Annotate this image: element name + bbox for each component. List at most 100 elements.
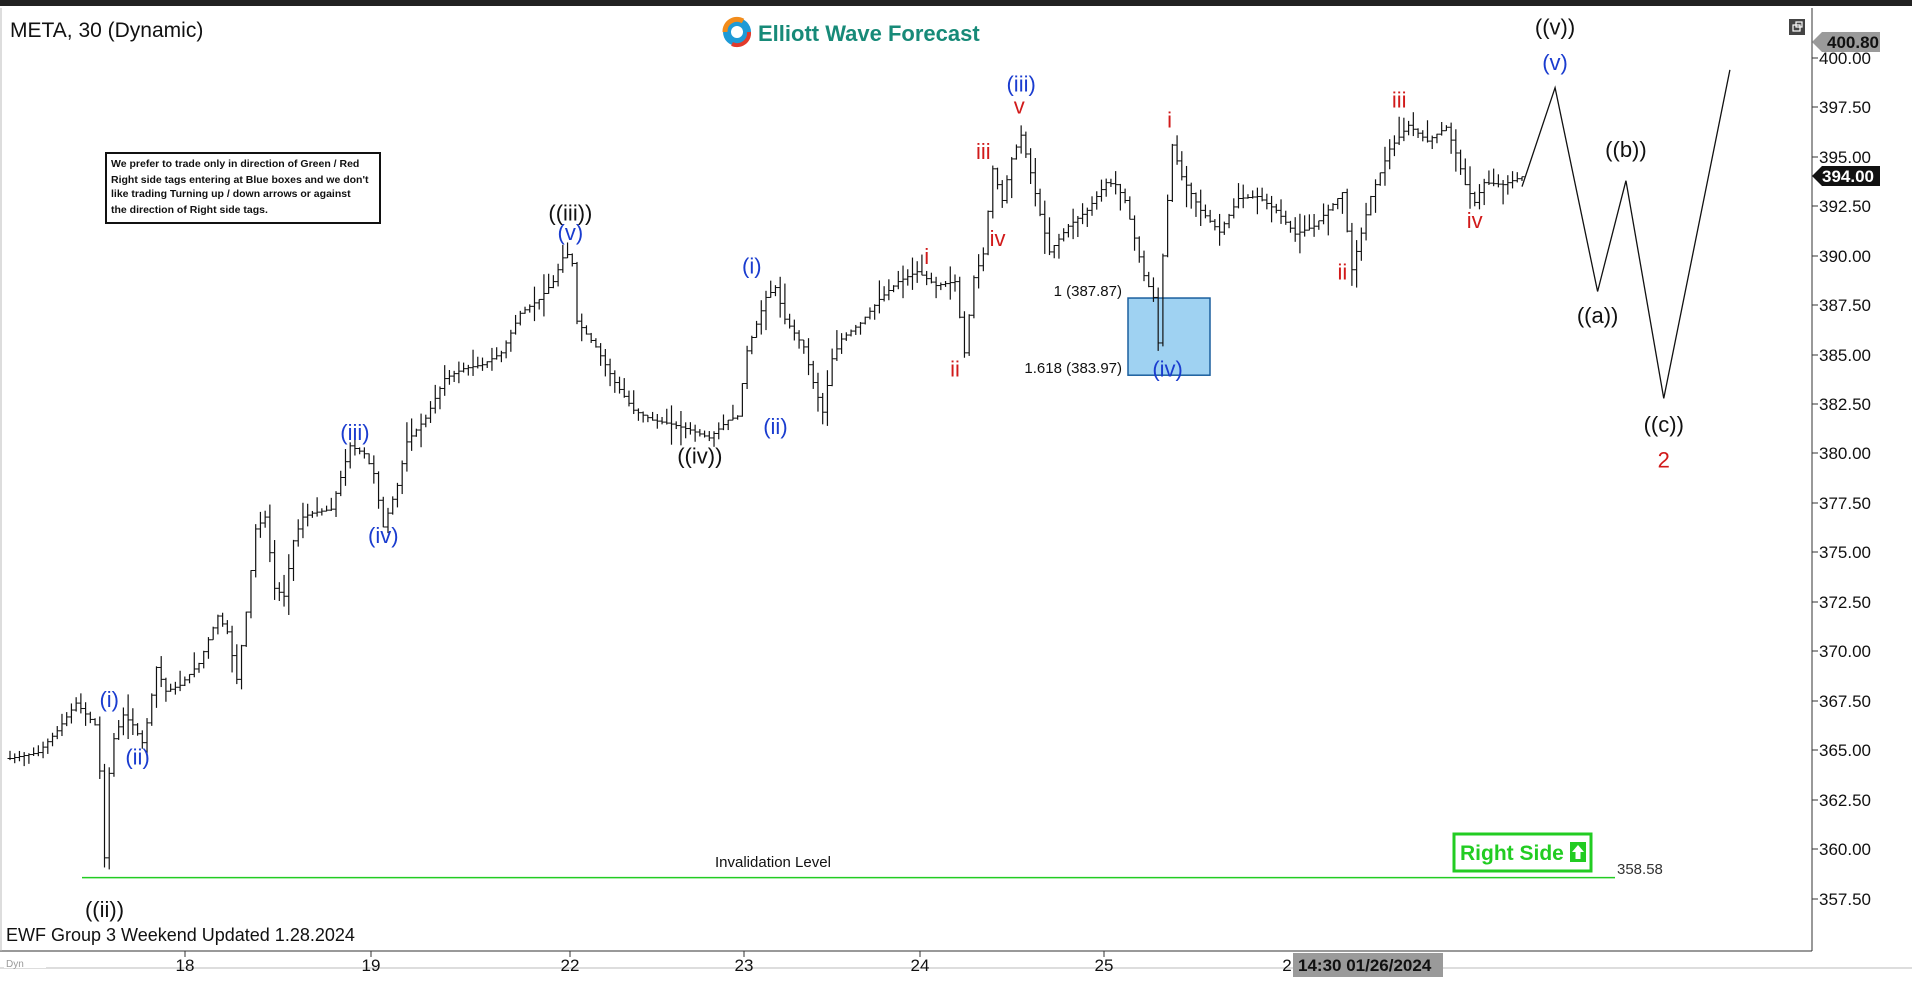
y-tick-372.5: 372.50 [1812,593,1871,612]
y-tick-label: 357.50 [1819,890,1871,909]
price-bar [319,508,325,516]
notice-line-2: Right side tags entering at Blue boxes a… [111,174,369,186]
price-bar [295,519,301,547]
price-bar [725,419,731,431]
logo-arc-red-icon [731,31,752,48]
wave-label: (iv) [368,523,399,548]
price-bar [848,329,854,337]
price-bar [1425,120,1430,143]
price-bar [716,422,722,440]
price-bar [933,276,939,299]
price-bar [432,384,438,414]
price-bar [569,253,575,267]
price-bar [1472,191,1478,207]
y-tick-label: 370.00 [1819,642,1871,661]
fib-1-label: 1 (387.87) [1054,283,1122,300]
price-bar [16,750,22,762]
price-bar [309,510,315,518]
price-bar [68,703,74,724]
price-bar [749,335,755,355]
price-bar [475,356,481,369]
wave-label: ((ii)) [85,897,124,922]
price-bar [480,357,485,371]
y-tick-370: 370.00 [1812,642,1871,661]
price-bar [328,497,334,511]
price-bars [7,112,1525,870]
price-bar [631,390,637,415]
price-bar [720,414,726,431]
y-tick-label: 387.50 [1819,296,1871,315]
price-bar [1273,203,1279,214]
price-bar [196,662,202,673]
wave-label: (i) [742,254,762,279]
restore-window-icon[interactable] [1789,19,1805,35]
price-bar [1363,202,1369,241]
price-bar [697,429,703,437]
price-bar [635,408,641,421]
price-bar [961,311,967,358]
price-bar [706,431,712,442]
price-bar [1221,221,1227,235]
price-bar [205,637,211,659]
price-bar [593,338,599,348]
price-bar [281,574,287,607]
wave-label: ((v)) [1535,14,1575,39]
price-bar [876,280,882,314]
price-bar [796,330,802,349]
price-bar [612,370,618,393]
price-bar [995,167,1001,190]
price-bar [999,180,1005,208]
price-bar [503,340,509,359]
price-bar [1188,182,1194,209]
price-bar [366,453,372,465]
time-cursor-tag: 14:30 01/26/2024 [1293,953,1443,977]
price-bar [900,265,906,299]
price-bar [909,257,915,290]
price-bar [1004,175,1010,204]
price-bar [78,693,84,714]
price-bar [1141,250,1147,282]
price-bar [144,718,150,760]
price-bar [980,247,986,272]
price-bar [1037,188,1043,217]
y-tick-label: 390.00 [1819,247,1871,266]
price-bar [1240,184,1246,209]
price-bar [262,510,268,528]
wave-label: iv [1467,208,1483,233]
price-tag-current: 394.00 [1812,166,1880,186]
price-bar [829,348,835,387]
price-bar [1146,271,1152,288]
price-bar [602,349,608,377]
price-bar [966,314,972,356]
price-bar [352,434,358,456]
price-bar [357,447,363,455]
price-bar [1453,129,1459,172]
price-bar [130,708,136,735]
price-bar [654,414,660,429]
price-bar [1462,158,1468,186]
price-bar [64,712,70,727]
price-bar [153,666,159,708]
price-bar [1349,222,1355,286]
price-bar [1302,215,1308,237]
price-bar [1226,213,1232,229]
price-bar [1051,244,1057,259]
price-bar [928,272,934,284]
x-tick-25: 25 [1095,951,1113,975]
invalidation-level: Invalidation Level 358.58 [82,854,1663,879]
price-bar [914,261,920,283]
price-bar [985,210,991,256]
price-bar [1217,213,1223,246]
time-cursor-label: 14:30 01/26/2024 [1298,956,1432,975]
price-bar [687,422,693,435]
price-bar [243,611,249,647]
price-bar [314,497,320,517]
price-bar [1486,170,1492,185]
price-bar [739,383,745,417]
price-bar [522,306,528,314]
price-bar [853,324,859,335]
price-bar [1098,179,1104,202]
price-bar [1165,194,1171,258]
price-bar [895,270,901,290]
x-tick-label: 18 [176,956,195,975]
